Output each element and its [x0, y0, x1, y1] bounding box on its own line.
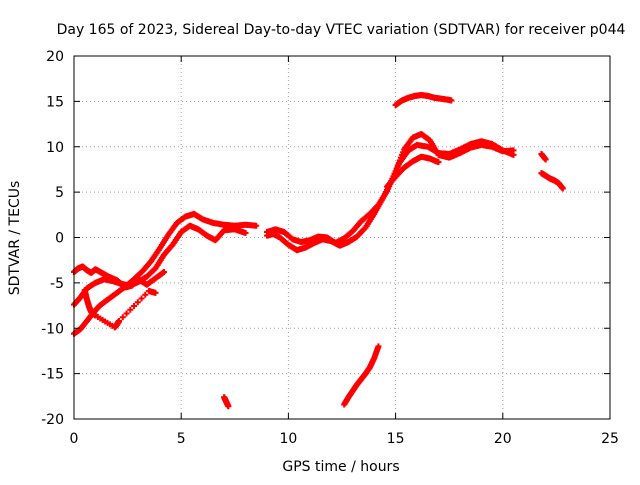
- y-tick-label: -10: [41, 321, 64, 337]
- data-point: [131, 303, 138, 310]
- x-tick-label: 15: [387, 431, 405, 447]
- data-point: [448, 97, 455, 104]
- y-tick-label: -15: [41, 367, 64, 383]
- series-track-c: [71, 263, 168, 291]
- x-tick-label: 20: [494, 431, 512, 447]
- chart-title: Day 165 of 2023, Sidereal Day-to-day VTE…: [57, 22, 626, 38]
- x-tick-label: 25: [601, 431, 619, 447]
- x-tick-label: 5: [177, 431, 186, 447]
- data-layer: [71, 92, 566, 410]
- y-tick-label: 0: [55, 231, 64, 247]
- data-point: [542, 156, 549, 163]
- y-tick-label: -5: [50, 276, 64, 292]
- y-tick-label: -20: [41, 412, 64, 428]
- data-point: [161, 268, 168, 275]
- series-track-h: [392, 92, 455, 109]
- data-point: [253, 222, 260, 229]
- x-axis-label: GPS time / hours: [282, 459, 399, 475]
- data-point: [510, 147, 517, 154]
- series-track-f: [263, 131, 517, 246]
- x-tick-label: 10: [279, 431, 297, 447]
- series-track-i: [341, 343, 382, 408]
- data-point: [152, 289, 159, 296]
- data-point: [242, 229, 249, 236]
- y-tick-label: 20: [46, 49, 64, 65]
- y-axis-label: SDTVAR / TECUs: [7, 181, 23, 296]
- series-track-d: [81, 287, 159, 331]
- data-point: [134, 299, 141, 306]
- y-tick-label: 10: [46, 140, 64, 156]
- data-point: [225, 403, 232, 410]
- series-track-g: [384, 153, 442, 190]
- data-point: [138, 295, 145, 302]
- data-point: [127, 306, 134, 313]
- data-point: [375, 343, 382, 350]
- y-tick-label: 15: [46, 94, 64, 110]
- data-point: [116, 317, 123, 324]
- data-point: [119, 314, 126, 321]
- y-tick-label: 5: [55, 185, 64, 201]
- data-point: [123, 310, 130, 317]
- x-tick-label: 0: [70, 431, 79, 447]
- series-track-l: [538, 151, 549, 163]
- series-track-k: [538, 170, 566, 192]
- series-track-j: [221, 394, 232, 410]
- data-point: [142, 291, 149, 298]
- tick-layer: 0 5 10 15 20 25 -20 -15 -10 -5 0 5 10 15 20: [41, 49, 619, 447]
- data-point: [435, 159, 442, 166]
- data-point: [559, 185, 566, 192]
